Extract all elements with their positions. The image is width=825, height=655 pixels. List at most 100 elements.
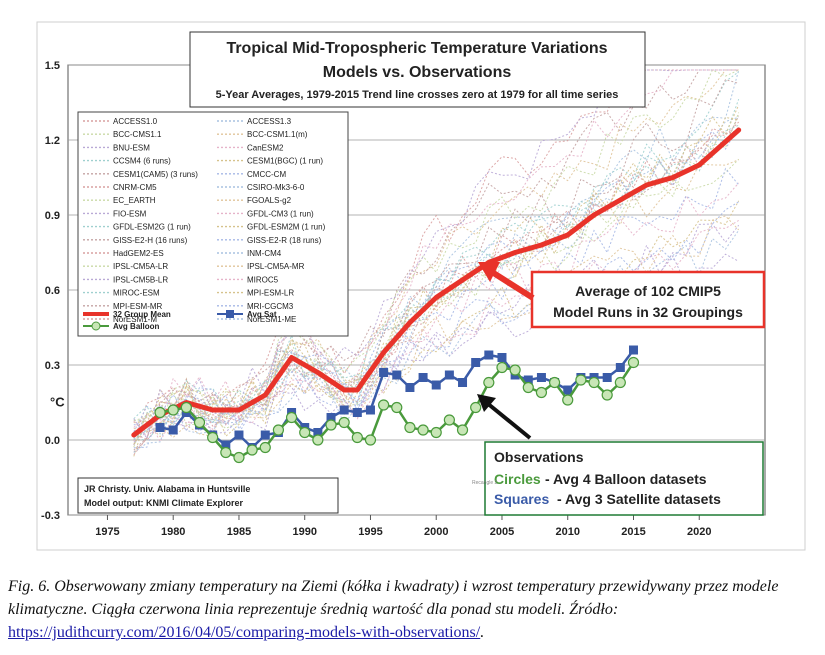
sat-point: [431, 380, 441, 390]
sat-point: [602, 373, 612, 382]
sat-point: [497, 353, 507, 362]
balloon-point: [325, 419, 337, 431]
sat-point: [471, 358, 481, 367]
sat-point: [339, 405, 349, 415]
model-run-trace: [133, 182, 740, 432]
legend-entry: CESM1(CAM5) (3 runs): [113, 170, 198, 179]
y-tick-label: 1.5: [45, 60, 60, 72]
balloon-point: [483, 376, 495, 389]
legend-entry: MPI-ESM-LR: [247, 289, 294, 298]
sat-point: [458, 378, 468, 387]
average-annotation-line1: Average of 102 CMIP5: [575, 283, 721, 299]
model-run-trace: [133, 69, 739, 448]
y-axis-label: °C: [50, 395, 65, 410]
sat-point: [418, 373, 428, 382]
model-run-trace: [133, 69, 739, 437]
sat-point: [628, 345, 638, 355]
sat-point: [444, 370, 454, 380]
legend-entry: MPI-ESM-MR: [113, 302, 163, 311]
sat-point: [392, 370, 402, 380]
y-tick-label: 0.0: [45, 435, 60, 447]
average-arrow-shaft: [490, 269, 535, 301]
caption-text: Fig. 6. Obserwowany zmiany temperatury n…: [8, 578, 779, 618]
model-run-trace: [133, 223, 740, 445]
balloon-point: [562, 394, 574, 406]
legend-entry: IPSL-CM5A-LR: [113, 262, 168, 271]
legend-entry: CSIRO-Mk3-6-0: [247, 183, 305, 192]
model-run-trace: [133, 201, 739, 434]
balloon-point: [299, 426, 311, 439]
model-run-trace: [133, 126, 740, 433]
balloon-point: [614, 376, 626, 389]
legend-entry: GFDL-ESM2G (1 run): [113, 223, 191, 232]
legend-entry: GFDL-ESM2M (1 run): [247, 223, 326, 232]
sat-point: [563, 385, 573, 395]
x-tick-label: 1985: [227, 526, 251, 538]
sat-point: [155, 423, 165, 432]
balloon-point: [417, 424, 429, 436]
legend-entry: MIROC5: [247, 275, 279, 284]
balloon-point: [180, 401, 192, 414]
legend-entry: FIO-ESM: [113, 209, 147, 218]
x-tick-label: 2000: [424, 526, 448, 538]
model-legend-box: [77, 111, 349, 337]
legend-entry: MIROC-ESM: [113, 289, 160, 298]
sat-point: [352, 408, 362, 417]
balloon-point: [351, 431, 363, 444]
y-tick-label: 1.2: [45, 135, 60, 147]
balloon-point: [575, 374, 587, 386]
balloon-point: [391, 401, 403, 414]
legend-entry: CMCC-CM: [247, 170, 286, 179]
balloon-point: [522, 381, 534, 394]
balloon-point: [220, 446, 232, 459]
credit-line-1: JR Christy. Univ. Alabama in Huntsville: [84, 484, 250, 494]
balloon-point: [443, 414, 455, 426]
average-arrow-head: [478, 262, 500, 282]
balloon-point: [496, 361, 508, 374]
x-tick-label: 1990: [292, 526, 316, 538]
legend-entry: NorESM1-M: [113, 315, 157, 324]
chart-svg: -0.3 0.0 0.3 0.6 0.9 1.2 1.5 1975 1980 1985 1990 19…: [36, 21, 806, 551]
x-tick-label: 1995: [358, 526, 382, 538]
balloon-point: [207, 431, 219, 444]
y-tick-label: 0.3: [45, 360, 60, 372]
legend-entry: CESM1(BGC) (1 run): [247, 157, 323, 166]
balloon-point: [233, 451, 245, 464]
legend-balloon-label: Avg Balloon: [113, 322, 159, 331]
model-run-trace: [133, 158, 740, 426]
average-annotation-line2: Model Runs in 32 Groupings: [553, 304, 743, 320]
balloon-point: [167, 404, 179, 416]
balloon-point: [456, 424, 469, 436]
balloon-point: [272, 424, 285, 436]
x-tick-label: 2020: [687, 526, 711, 538]
legend-entry: MRI-CGCM3: [247, 302, 294, 311]
balloon-point: [338, 416, 350, 429]
legend-entry: CNRM-CM5: [113, 183, 157, 192]
x-tick-label: 2005: [490, 526, 514, 538]
legend-entry: ACCESS1.0: [113, 117, 158, 126]
sat-point: [365, 405, 375, 415]
sat-point: [523, 375, 533, 385]
balloon-point: [430, 426, 442, 439]
observations-squares-word: Squares: [494, 491, 549, 507]
legend-entry: GFDL-CM3 (1 run): [247, 209, 314, 218]
legend-entry: BNU-ESM: [113, 143, 150, 152]
chart-title: Tropical Mid-Tropospheric Temperature Va…: [226, 40, 607, 57]
caption-link[interactable]: https://judithcurry.com/2016/04/05/compa…: [8, 624, 481, 641]
model-run-trace: [133, 121, 740, 456]
balloon-point: [364, 434, 377, 446]
y-tick-label: -0.3: [41, 510, 60, 522]
sat-point: [221, 440, 231, 450]
observations-arrow-head: [477, 394, 496, 412]
chart-figure: -0.3 0.0 0.3 0.6 0.9 1.2 1.5 1975 1980 1985 1990 19…: [36, 21, 806, 551]
legend-entry: NorESM1-ME: [247, 315, 296, 324]
x-tick-label: 2010: [555, 526, 579, 538]
sat-point: [484, 350, 494, 360]
sat-point: [615, 363, 625, 372]
legend-entry: FGOALS-g2: [247, 196, 292, 205]
model-run-trace: [133, 116, 739, 438]
legend-entry: ACCESS1.3: [247, 117, 292, 126]
balloon-point: [154, 406, 166, 419]
model-run-trace: [133, 200, 740, 457]
sat-point: [313, 428, 323, 437]
